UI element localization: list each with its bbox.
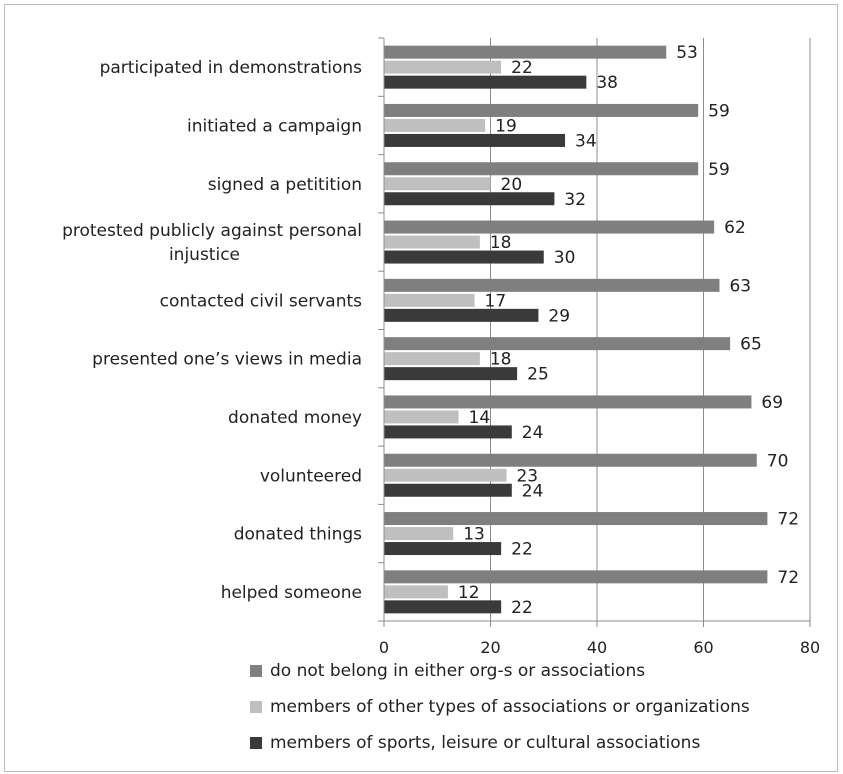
data-label: 22 [511, 540, 533, 560]
x-tick-label: 40 [587, 638, 607, 657]
legend-swatch [250, 665, 262, 677]
legend-label: members of sports, leisure or cultural a… [270, 733, 700, 753]
data-label: 23 [516, 466, 538, 486]
data-label: 69 [761, 393, 783, 413]
category-label: participated in demonstrations [100, 58, 363, 78]
x-tick-label: 20 [480, 638, 500, 657]
bar [384, 177, 491, 191]
bar [384, 600, 502, 614]
data-label: 72 [777, 510, 799, 530]
bar [384, 483, 512, 497]
bar [384, 250, 544, 264]
bar [384, 453, 757, 467]
bar [384, 308, 539, 322]
bar [384, 570, 768, 584]
data-label: 17 [485, 291, 507, 311]
data-label: 13 [463, 525, 485, 545]
bar [384, 235, 480, 249]
bar [384, 220, 715, 234]
data-label: 38 [596, 73, 618, 93]
data-label: 53 [676, 43, 698, 63]
x-tick-label: 0 [379, 638, 389, 657]
data-label: 18 [490, 233, 512, 253]
bar [384, 45, 667, 59]
legend-label: do not belong in either org-s or associa… [270, 661, 645, 681]
bar [384, 337, 731, 351]
bar [384, 352, 480, 366]
bar [384, 133, 566, 147]
data-label: 25 [527, 365, 549, 385]
x-tick-label: 80 [800, 638, 820, 657]
data-label: 34 [575, 131, 597, 151]
bar [384, 162, 699, 176]
bar [384, 527, 454, 541]
data-label: 65 [740, 335, 762, 355]
bar [384, 367, 518, 381]
legend-swatch [250, 737, 262, 749]
category-label: contacted civil servants [160, 291, 362, 311]
bar [384, 542, 502, 556]
bar [384, 425, 512, 439]
data-label: 63 [729, 276, 751, 296]
category-label: donated money [228, 408, 362, 428]
bar [384, 118, 486, 132]
bar [384, 395, 752, 409]
category-label: initiated a campaign [187, 116, 362, 136]
chart-frame [4, 4, 838, 772]
data-label: 19 [495, 116, 517, 136]
bar [384, 60, 502, 74]
data-label: 24 [522, 481, 544, 501]
category-label: helped someone [221, 583, 362, 603]
data-label: 70 [767, 451, 789, 471]
x-tick-label: 60 [693, 638, 713, 657]
category-label: volunteered [260, 466, 362, 486]
data-label: 59 [708, 160, 730, 180]
legend-label: members of other types of associations o… [270, 697, 750, 717]
data-label: 59 [708, 101, 730, 121]
bar [384, 278, 720, 292]
data-label: 32 [564, 190, 586, 210]
data-label: 30 [554, 248, 576, 268]
bar [384, 585, 448, 599]
bar [384, 75, 587, 89]
bar [384, 192, 555, 206]
bar [384, 512, 768, 526]
bar [384, 468, 507, 482]
data-label: 20 [501, 175, 523, 195]
bar [384, 103, 699, 117]
data-label: 24 [522, 423, 544, 443]
category-label: signed a petitition [208, 175, 362, 195]
data-label: 22 [511, 58, 533, 78]
category-label: protested publicly against personal injus… [62, 221, 362, 265]
legend-swatch [250, 701, 262, 713]
data-label: 62 [724, 218, 746, 238]
bar [384, 410, 459, 424]
data-label: 22 [511, 598, 533, 618]
category-label: donated things [234, 525, 362, 545]
data-label: 18 [490, 350, 512, 370]
category-label: presented one’s views in media [92, 350, 362, 370]
data-label: 72 [777, 568, 799, 588]
data-label: 12 [458, 583, 480, 603]
data-label: 29 [548, 306, 570, 326]
data-label: 14 [469, 408, 491, 428]
bar [384, 293, 475, 307]
